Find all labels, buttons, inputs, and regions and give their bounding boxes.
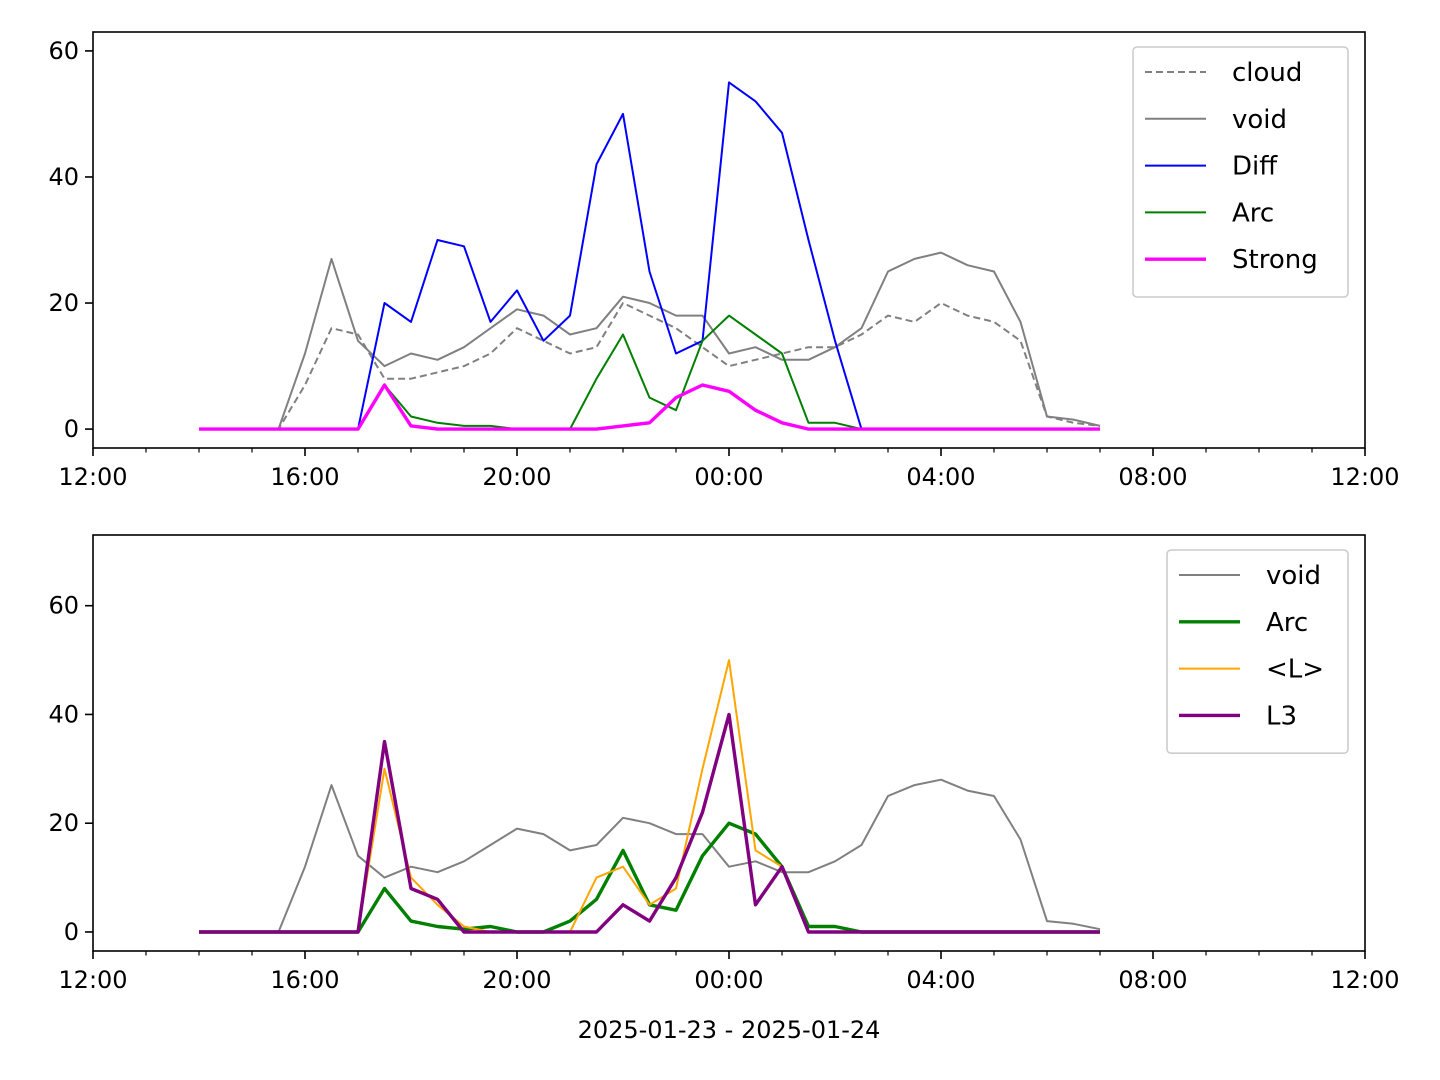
legend-label: Arc xyxy=(1266,608,1308,638)
series-line-cloud xyxy=(199,302,1101,431)
x-tick-label: 00:00 xyxy=(694,463,763,491)
series-line-l3 xyxy=(199,712,1100,934)
series-line-strong xyxy=(199,383,1100,431)
y-tick-label: 60 xyxy=(48,592,79,620)
legend-label: L3 xyxy=(1266,701,1297,731)
x-tick-label: 20:00 xyxy=(482,463,551,491)
x-tick-label: 12:00 xyxy=(1330,463,1399,491)
y-tick-label: 60 xyxy=(48,37,79,65)
series-line-arc xyxy=(199,314,1100,431)
x-tick-label: 12:00 xyxy=(58,463,127,491)
legend-label: <L> xyxy=(1266,655,1324,685)
series-line-diff xyxy=(199,81,1100,431)
y-tick-label: 20 xyxy=(48,289,79,317)
y-tick-label: 0 xyxy=(64,415,79,443)
x-tick-label: 16:00 xyxy=(270,463,339,491)
chart-panel-top: 0 20 40 60 12:00 16:00 20:00 00:00 04:00 08:00 12:… xyxy=(48,31,1400,491)
x-tick-label: 08:00 xyxy=(1118,966,1187,994)
x-tick-label: 04:00 xyxy=(906,966,975,994)
legend-label: Arc xyxy=(1232,198,1274,228)
legend-label: Strong xyxy=(1232,245,1318,275)
x-tick-label: 12:00 xyxy=(1330,966,1399,994)
x-tick-label: 16:00 xyxy=(270,966,339,994)
y-tick-label: 40 xyxy=(48,700,79,728)
series-group xyxy=(199,659,1101,934)
legend-label: void xyxy=(1232,105,1287,135)
x-tick-label: 04:00 xyxy=(906,463,975,491)
y-tick-label: 0 xyxy=(64,918,79,946)
x-axis-label: 2025-01-23 - 2025-01-24 xyxy=(578,1016,881,1044)
chart-panel-bottom: 0 20 40 60 12:00 16:00 20:00 00:00 04:00 08:00 12:… xyxy=(48,534,1400,994)
x-tick-label: 20:00 xyxy=(482,966,551,994)
legend-label: Diff xyxy=(1232,152,1278,182)
y-tick-label: 40 xyxy=(48,163,79,191)
legend-label: cloud xyxy=(1232,58,1302,88)
legend-label: void xyxy=(1266,561,1321,591)
series-line-void xyxy=(199,778,1101,933)
series-line-void xyxy=(199,251,1101,431)
series-line-arc xyxy=(199,821,1100,934)
series-line-l xyxy=(199,659,1100,933)
series-group xyxy=(199,81,1101,431)
legend-box xyxy=(1166,549,1349,754)
legend: void Arc <L> L3 xyxy=(1166,549,1349,754)
legend-box xyxy=(1132,46,1349,298)
x-tick-label: 08:00 xyxy=(1118,463,1187,491)
y-tick-label: 20 xyxy=(48,809,79,837)
x-tick-label: 00:00 xyxy=(694,966,763,994)
x-tick-label: 12:00 xyxy=(58,966,127,994)
legend: cloud void Diff Arc Strong xyxy=(1132,46,1349,298)
